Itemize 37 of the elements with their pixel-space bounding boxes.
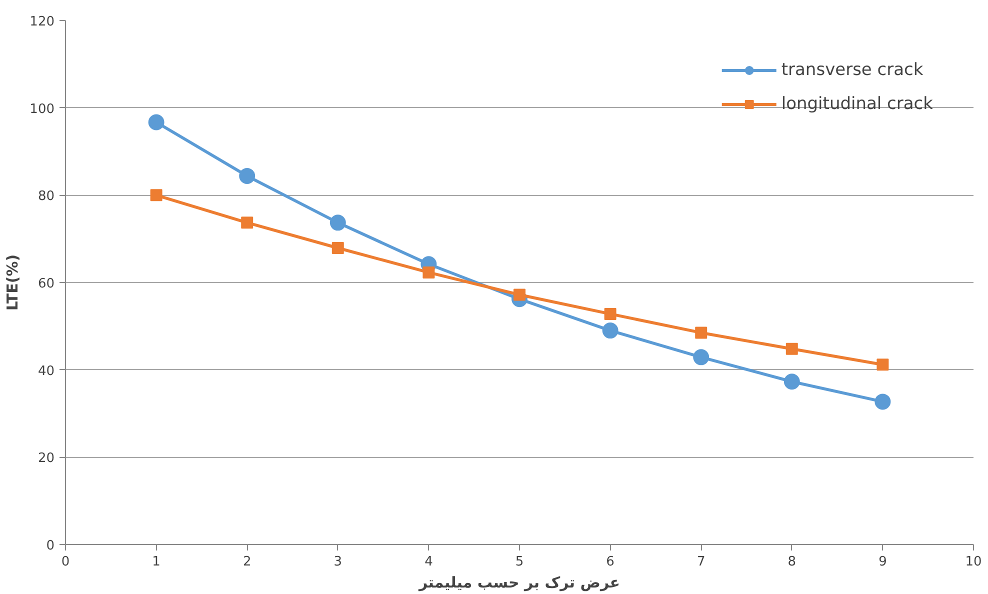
point [693, 349, 710, 366]
legend-label: longitudinal crack [781, 94, 933, 114]
y-tick-label: 40 [38, 364, 55, 379]
y-tick-label: 60 [38, 276, 55, 292]
x-tick-label: 4 [424, 554, 433, 570]
x-axis-title: عرض ترک بر حسب میلیمتر [418, 574, 620, 592]
x-tick-label: 2 [242, 554, 252, 570]
point [239, 168, 256, 184]
x-tick-label: 5 [515, 554, 524, 570]
x-tick-label: 7 [696, 554, 706, 570]
point [332, 242, 344, 254]
point [874, 394, 891, 410]
y-tick-label: 20 [38, 451, 55, 466]
point [695, 326, 708, 339]
point [330, 214, 346, 231]
x-tick-label: 9 [878, 554, 887, 570]
x-tick-label: 3 [334, 554, 342, 570]
y-tick-label: 120 [30, 14, 55, 30]
x-tick-label: 8 [788, 554, 796, 570]
point [148, 114, 164, 130]
point [786, 342, 798, 355]
point [150, 189, 162, 202]
legend-label: transverse crack [781, 60, 924, 80]
y-tick-label: 80 [38, 189, 55, 204]
y-axis-title: LTE(%) [4, 254, 22, 311]
point [604, 308, 616, 320]
point [602, 322, 618, 339]
x-tick-label: 6 [606, 554, 614, 570]
point [784, 374, 800, 390]
point [422, 266, 435, 278]
x-tick-label: 10 [965, 554, 982, 570]
x-tick-label: 1 [152, 554, 160, 570]
y-tick-label: 0 [46, 538, 55, 554]
y-tick-label: 100 [30, 102, 55, 117]
point [876, 358, 889, 371]
point [241, 216, 254, 229]
x-tick-label: 0 [61, 554, 70, 570]
